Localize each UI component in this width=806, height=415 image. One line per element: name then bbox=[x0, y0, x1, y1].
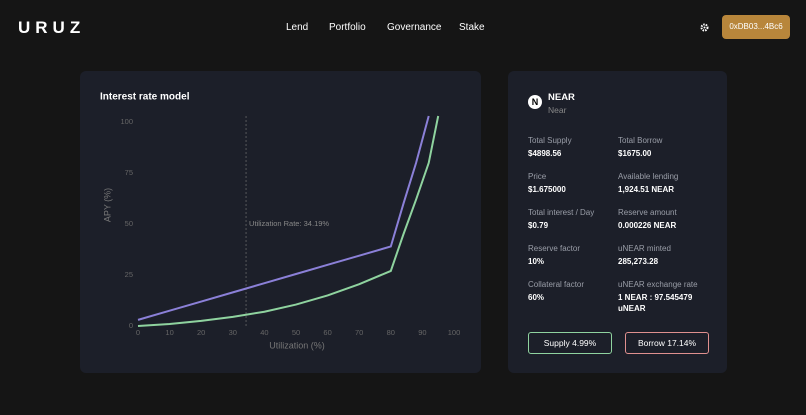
stat-value: $0.79 bbox=[528, 221, 549, 230]
stat-value: $1.675000 bbox=[528, 185, 566, 194]
x-tick-label: 30 bbox=[229, 328, 237, 337]
stat-label: Total Borrow bbox=[618, 136, 663, 145]
nav-link[interactable]: Stake bbox=[459, 22, 485, 33]
y-tick-label: 0 bbox=[129, 321, 133, 330]
x-tick-label: 10 bbox=[165, 328, 173, 337]
stat-label: Total Supply bbox=[528, 136, 572, 145]
stat-label: uNEAR exchange rate bbox=[618, 280, 698, 289]
annotation: Utilization Rate: 34.19% bbox=[249, 219, 329, 228]
stat-label: Available lending bbox=[618, 172, 679, 181]
x-tick-label: 50 bbox=[292, 328, 300, 337]
x-tick-label: 70 bbox=[355, 328, 363, 337]
stat-label: Price bbox=[528, 172, 547, 181]
x-axis-label: Utilization (%) bbox=[269, 340, 325, 350]
series-line bbox=[137, 115, 430, 321]
stat-value: 285,273.28 bbox=[618, 257, 659, 266]
nav-link[interactable]: Governance bbox=[387, 22, 442, 33]
y-axis-label: APY (%) bbox=[102, 188, 112, 222]
stat-label: Collateral factor bbox=[528, 280, 585, 289]
wallet-button[interactable]: 0xDB03...4Bc6 bbox=[722, 15, 790, 39]
asset-symbol: NEAR bbox=[548, 92, 575, 103]
asset-icon: N bbox=[528, 95, 542, 109]
x-tick-label: 100 bbox=[448, 328, 461, 337]
asset-name: Near bbox=[548, 105, 567, 115]
x-tick-label: 20 bbox=[197, 328, 205, 337]
stat-label: uNEAR minted bbox=[618, 244, 671, 253]
settings-icon[interactable] bbox=[699, 22, 710, 33]
stat-label: Reserve factor bbox=[528, 244, 581, 253]
x-tick-label: 90 bbox=[418, 328, 426, 337]
x-tick-label: 60 bbox=[323, 328, 331, 337]
stat-value: 0.000226 NEAR bbox=[618, 221, 677, 230]
nav-link[interactable]: Lend bbox=[286, 22, 309, 33]
y-tick-label: 50 bbox=[125, 219, 133, 228]
borrow-button[interactable]: Borrow 17.14% bbox=[625, 332, 709, 354]
x-tick-label: 80 bbox=[387, 328, 395, 337]
stat-value: 60% bbox=[528, 293, 545, 302]
chart-title: Interest rate model bbox=[100, 92, 190, 103]
asset-card bbox=[508, 71, 727, 373]
supply-button[interactable]: Supply 4.99% bbox=[528, 332, 612, 354]
stat-value: 1,924.51 NEAR bbox=[618, 185, 675, 194]
nav-link[interactable]: Portfolio bbox=[329, 22, 366, 33]
x-tick-label: 0 bbox=[136, 328, 140, 337]
stat-label: Reserve amount bbox=[618, 208, 677, 217]
stat-label: Total interest / Day bbox=[528, 208, 595, 217]
stat-value: 10% bbox=[528, 257, 545, 266]
y-tick-label: 100 bbox=[120, 117, 133, 126]
series-line bbox=[137, 115, 440, 327]
y-tick-label: 25 bbox=[125, 270, 133, 279]
stat-value: 1 NEAR : 97.545479 uNEAR bbox=[618, 293, 693, 313]
stat-value: $1675.00 bbox=[618, 149, 652, 158]
x-tick-label: 40 bbox=[260, 328, 268, 337]
y-tick-label: 75 bbox=[125, 168, 133, 177]
chart-card bbox=[80, 71, 481, 373]
logo[interactable]: URUZ bbox=[18, 18, 86, 37]
stat-value: $4898.56 bbox=[528, 149, 562, 158]
